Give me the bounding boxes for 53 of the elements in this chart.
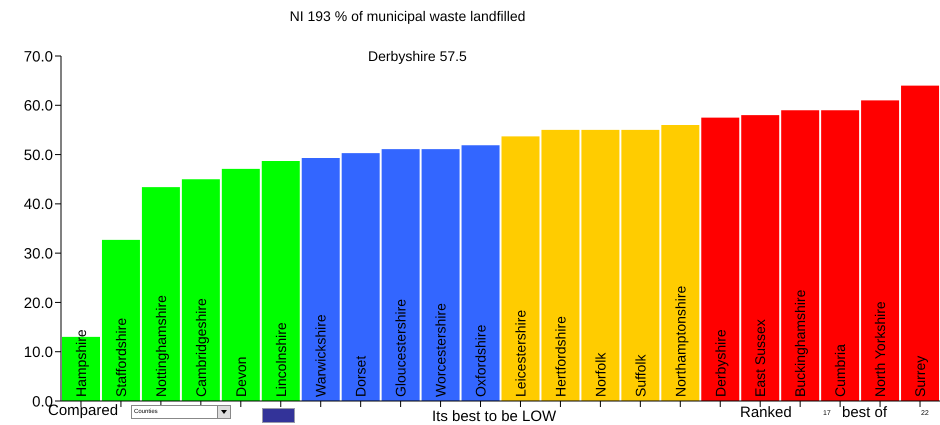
bar [142, 187, 180, 401]
annotation: Derbyshire 57.5 [368, 48, 467, 64]
x-tick-label: Norfolk [592, 352, 608, 397]
y-tick-label: 60.0 [24, 98, 53, 115]
bar [541, 130, 580, 401]
x-tick-label: Cumbria [832, 344, 848, 397]
bar [222, 168, 260, 401]
x-tick-label: Staffordshire [112, 318, 129, 397]
x-tick-label: Suffolk [632, 353, 648, 397]
y-tick-label: 10.0 [24, 344, 53, 362]
x-tick-label: Oxfordshire [472, 324, 489, 397]
x-tick-label: Dorset [352, 356, 369, 397]
text: Its best to be LOW [432, 408, 556, 425]
text: Ranked [740, 404, 792, 421]
x-tick-label: Hertfordshire [552, 316, 568, 397]
y-tick-label: 30.0 [24, 245, 53, 262]
bar [462, 145, 500, 401]
x-tick-label: Derbyshire [712, 329, 728, 397]
x-tick-label: Cambridgeshire [192, 298, 209, 397]
bar [382, 149, 420, 401]
x-tick-label: Devon [232, 356, 249, 397]
bar [302, 158, 340, 401]
bar [182, 179, 220, 401]
x-tick-label: Surrey [912, 356, 928, 397]
bar [621, 130, 660, 401]
bar [821, 110, 860, 401]
bar [861, 100, 900, 401]
x-tick-label: Worcestershire [432, 302, 449, 397]
bar [262, 160, 300, 401]
x-tick-label: Lincolnshire [272, 322, 289, 397]
text: best of [842, 404, 888, 421]
y-tick-label: 50.0 [24, 146, 53, 164]
x-tick-label: Nottinghamshire [152, 294, 169, 397]
x-tick-label: Buckinghamshire [792, 289, 808, 397]
bar [342, 153, 380, 401]
x-tick-label: Northamptonshire [672, 286, 688, 397]
bar [901, 86, 940, 401]
bar [581, 130, 620, 401]
x-tick-label: Leicestershire [512, 310, 528, 397]
x-tick-label: East Sussex [752, 319, 768, 397]
bar [781, 110, 820, 401]
y-tick-label: 40.0 [24, 196, 53, 214]
x-tick-label: North Yorkshire [872, 301, 888, 397]
x-tick-label: Warwickshire [312, 314, 329, 397]
bar [422, 149, 460, 401]
bar [502, 136, 540, 401]
x-tick-label: Gloucestershire [392, 298, 409, 397]
bar [102, 240, 140, 401]
y-tick-label: 20.0 [24, 294, 53, 312]
bar [661, 125, 700, 401]
chart-title: NI 193 % of municipal waste landfilled [288, 8, 526, 24]
y-tick-label: 70.0 [24, 48, 53, 66]
x-tick-label: Hampshire [72, 329, 89, 397]
